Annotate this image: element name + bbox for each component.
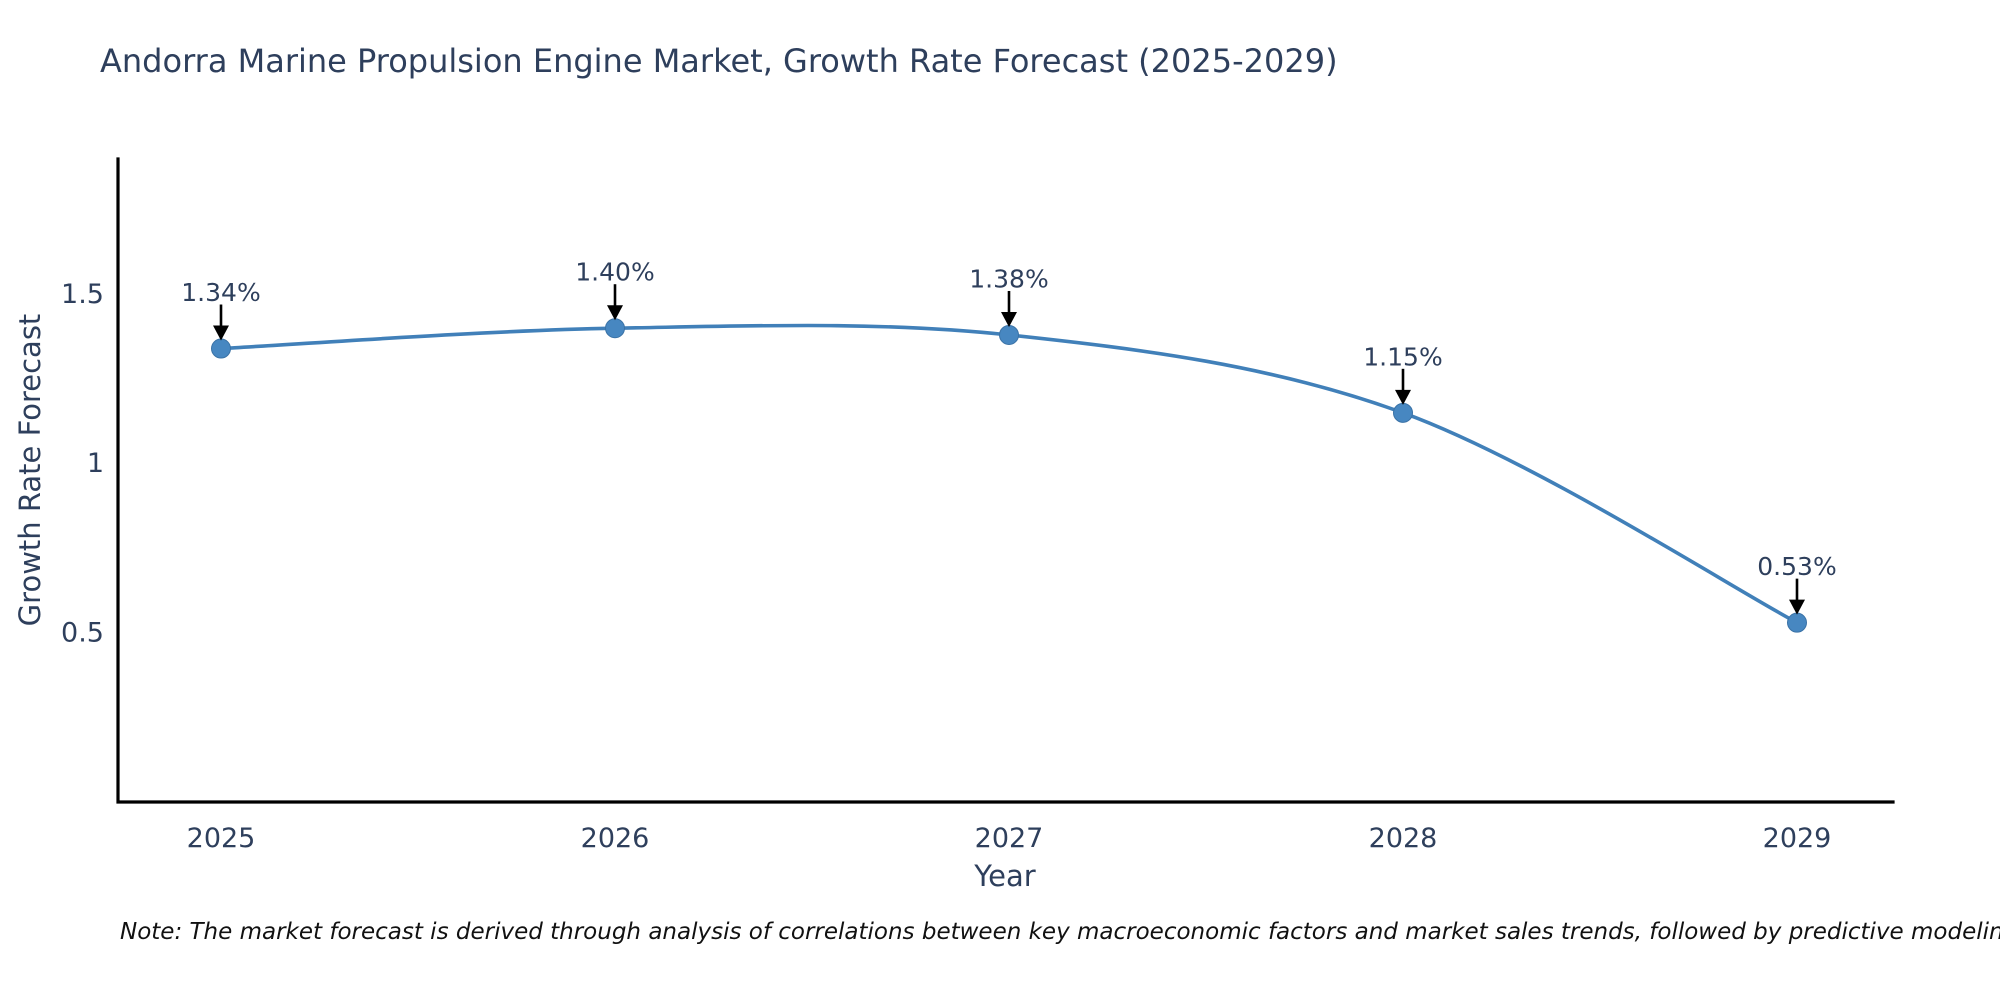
annotation-arrow-head xyxy=(213,325,229,341)
point-label-2027: 1.38% xyxy=(969,264,1048,293)
y-tick-label: 1 xyxy=(87,448,104,479)
y-tick-label: 1.5 xyxy=(61,279,104,310)
annotation-arrow-head xyxy=(607,305,623,321)
x-tick-label: 2028 xyxy=(1369,823,1438,854)
data-point-2028[interactable] xyxy=(1393,402,1413,423)
data-point-2025[interactable] xyxy=(211,338,231,359)
data-point-2029[interactable] xyxy=(1787,612,1807,633)
annotation-arrow-head xyxy=(1789,599,1805,615)
x-axis-title: Year xyxy=(974,859,1036,893)
y-tick-label: 0.5 xyxy=(61,617,104,648)
annotation-arrow-head xyxy=(1395,389,1411,405)
chart-title: Andorra Marine Propulsion Engine Market,… xyxy=(100,42,1338,80)
data-point-2027[interactable] xyxy=(999,324,1019,345)
footnote: Note: The market forecast is derived thr… xyxy=(120,919,2000,945)
point-label-2029: 0.53% xyxy=(1757,552,1836,581)
x-tick-label: 2027 xyxy=(975,823,1044,854)
x-tick-label: 2029 xyxy=(1763,823,1832,854)
forecast-line xyxy=(220,323,1798,625)
point-label-2026: 1.40% xyxy=(575,258,654,287)
axis-spines xyxy=(116,157,1895,804)
data-point-2026[interactable] xyxy=(605,318,625,339)
point-label-2025: 1.34% xyxy=(181,278,260,307)
point-label-2028: 1.15% xyxy=(1363,342,1442,371)
x-tick-label: 2025 xyxy=(187,823,256,854)
annotation-arrow-head xyxy=(1001,311,1017,327)
x-tick-label: 2026 xyxy=(581,823,650,854)
